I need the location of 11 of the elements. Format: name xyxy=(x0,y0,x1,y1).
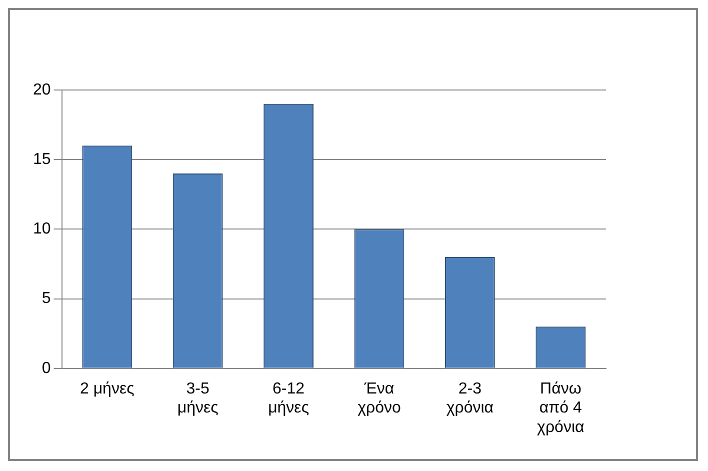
x-tick-label: 2-3 χρόνια xyxy=(446,380,494,417)
y-tick-label: 0 xyxy=(42,360,51,377)
x-tick-label: Πάνω από 4 χρόνια xyxy=(537,380,584,436)
y-tick-label: 5 xyxy=(42,290,51,308)
x-tick-label: 2 μήνες xyxy=(80,380,135,398)
x-tick-label: 6-12 μήνες xyxy=(268,380,310,417)
y-tick-label: 20 xyxy=(33,81,51,98)
x-tick-label: 3-5 μήνες xyxy=(177,380,219,417)
y-tick-label: 10 xyxy=(33,220,51,238)
y-tick-label: 15 xyxy=(33,151,51,168)
x-tick-label: Ένα χρόνο xyxy=(358,380,401,417)
